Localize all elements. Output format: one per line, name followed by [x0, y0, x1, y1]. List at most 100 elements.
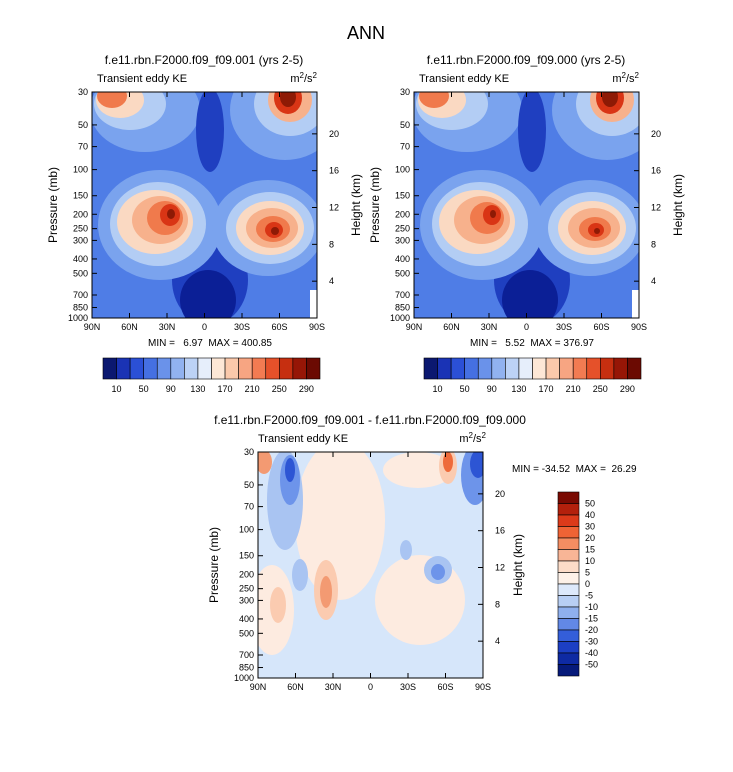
panel-title: f.e11.rbn.F2000.f09_f09.001 (yrs 2-5): [105, 53, 304, 67]
y-tick-label: 850: [239, 663, 254, 673]
colorbar-label: -40: [585, 648, 598, 658]
colorbar-swatch: [557, 526, 580, 539]
colorbar-swatch: [423, 357, 438, 380]
colorbar-label: 50: [460, 384, 470, 394]
colorbar-swatch: [116, 357, 131, 380]
contour-field: [414, 92, 639, 318]
colorbar-swatch: [557, 560, 580, 573]
contour-band: [594, 228, 600, 234]
stats-label: MIN = -34.52 MAX = 26.29: [512, 464, 637, 475]
panel-left-label: Transient eddy KE: [419, 73, 509, 85]
colorbar-label: 50: [585, 499, 595, 509]
colorbar-swatch: [464, 357, 479, 380]
y-tick-label: 1000: [234, 673, 254, 683]
x-tick-label: 90S: [309, 322, 325, 332]
y-tick-label: 850: [73, 303, 88, 313]
colorbar-label: 210: [245, 384, 260, 394]
colorbar-swatch: [143, 357, 158, 380]
colorbar-swatch: [557, 549, 580, 562]
height-tick-label: 8: [651, 239, 656, 249]
colorbar-swatch: [170, 357, 185, 380]
y-tick-label: 300: [73, 235, 88, 245]
y-tick-label: 700: [239, 650, 254, 660]
height-tick-label: 20: [651, 129, 661, 139]
y-tick-label: 500: [395, 268, 410, 278]
height-tick-label: 4: [495, 636, 500, 646]
y-tick-label: 300: [239, 595, 254, 605]
panel-title: f.e11.rbn.F2000.f09_f09.000 (yrs 2-5): [427, 53, 626, 67]
contour-band: [383, 452, 453, 488]
colorbar-swatch: [292, 357, 307, 380]
height-tick-label: 8: [329, 239, 334, 249]
height-tick-label: 16: [329, 166, 339, 176]
x-ticks: 90N 60N 30N 0 30S 60S 90S: [406, 92, 647, 332]
panel-run-b: f.e11.rbn.F2000.f09_f09.000 (yrs 2-5) Tr…: [368, 53, 685, 394]
x-tick-label: 30N: [481, 322, 498, 332]
colorbar-label: 90: [487, 384, 497, 394]
height-tick-label: 20: [495, 489, 505, 499]
colorbar-label: 170: [539, 384, 554, 394]
y-tick-label: 70: [400, 142, 410, 152]
y-tick-label: 1000: [390, 313, 410, 323]
y-tick-label: 250: [395, 224, 410, 234]
y-tick-label: 100: [239, 525, 254, 535]
y-tick-label: 700: [73, 290, 88, 300]
height-ticks: 20 16 12 8 4: [634, 129, 661, 286]
height-tick-label: 20: [329, 129, 339, 139]
colorbar-swatch: [557, 572, 580, 585]
contour-field: [258, 452, 483, 678]
colorbar-swatch: [251, 357, 267, 380]
height-tick-label: 8: [495, 599, 500, 609]
x-tick-label: 30S: [234, 322, 250, 332]
y-tick-label: 70: [244, 502, 254, 512]
height-tick-label: 16: [651, 166, 661, 176]
missing-data-mask: [632, 290, 639, 318]
colorbar-swatch: [156, 357, 172, 380]
colorbar-swatch: [545, 357, 560, 380]
contour-band: [431, 564, 445, 580]
colorbar-swatch: [491, 357, 506, 380]
colorbar-label: -50: [585, 660, 598, 670]
contour-band: [502, 270, 558, 318]
colorbar-label: 10: [112, 384, 122, 394]
x-tick-label: 30N: [159, 322, 176, 332]
y-tick-label: 150: [73, 191, 88, 201]
x-tick-label: 60S: [593, 322, 609, 332]
y-tick-label: 300: [395, 235, 410, 245]
y-tick-label: 250: [73, 224, 88, 234]
y-tick-label: 30: [244, 447, 254, 457]
y-axis-label: Pressure (mb): [207, 527, 221, 603]
x-tick-label: 60N: [121, 322, 138, 332]
colorbar-label: 15: [585, 545, 595, 555]
colorbar-swatch: [437, 357, 452, 380]
contour-band: [271, 227, 279, 235]
y-tick-label: 150: [239, 551, 254, 561]
colorbar-swatch: [557, 503, 580, 516]
contour-field: [92, 92, 317, 318]
contour-band: [295, 452, 385, 600]
x-tick-label: 90N: [84, 322, 101, 332]
x-tick-label: 90S: [475, 682, 491, 692]
x-tick-label: 0: [524, 322, 529, 332]
contour-band: [196, 92, 224, 172]
y-tick-label: 30: [78, 87, 88, 97]
units-label: m2/s2: [459, 431, 486, 445]
x-tick-label: 60N: [443, 322, 460, 332]
y-axis-right-label: Height (km): [671, 174, 685, 236]
contour-band: [443, 452, 453, 472]
colorbar-label: 0: [585, 579, 590, 589]
panel-left-label: Transient eddy KE: [258, 433, 348, 445]
y-tick-label: 30: [400, 87, 410, 97]
colorbar-swatch: [557, 514, 580, 527]
colorbar-swatch: [557, 606, 580, 619]
y-tick-label: 700: [395, 290, 410, 300]
y-axis-right-label: Height (km): [349, 174, 363, 236]
colorbar-label: -5: [585, 591, 593, 601]
contour-band: [270, 587, 286, 623]
colorbar-label: -15: [585, 614, 598, 624]
contour-band: [285, 458, 295, 482]
page-title: ANN: [347, 23, 385, 43]
y-tick-label: 50: [400, 120, 410, 130]
